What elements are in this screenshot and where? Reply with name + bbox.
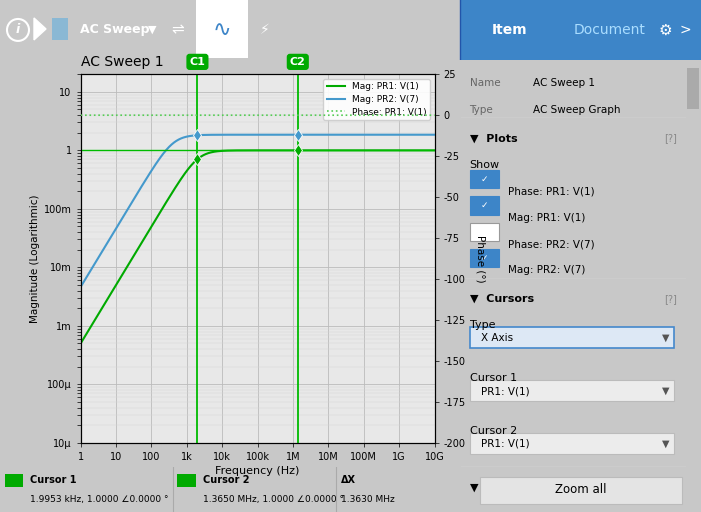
Text: ⇌: ⇌ (172, 23, 184, 37)
Y-axis label: Phase (°): Phase (°) (475, 234, 485, 283)
Text: Phase: PR1: V(1): Phase: PR1: V(1) (508, 186, 594, 196)
Text: ▼  Axes: ▼ Axes (470, 483, 516, 493)
Text: ✓: ✓ (480, 254, 488, 263)
Bar (460, 0, 701, 60)
Text: Mag: PR1: V(1): Mag: PR1: V(1) (508, 212, 585, 223)
Bar (687, 68, 700, 109)
Bar (470, 223, 499, 241)
Bar (5, 474, 23, 487)
Text: ΔX: ΔX (341, 475, 356, 484)
Text: Type: Type (470, 321, 495, 330)
Bar (470, 433, 674, 454)
Text: [?]: [?] (664, 483, 676, 493)
Text: Name: Name (470, 78, 501, 88)
Bar (470, 327, 674, 348)
Text: Document: Document (574, 23, 646, 37)
Text: Mag: PR2: V(7): Mag: PR2: V(7) (508, 265, 585, 275)
Text: ∿: ∿ (212, 20, 231, 40)
Text: >: > (679, 23, 690, 37)
Text: ✓: ✓ (480, 175, 488, 183)
Bar (177, 474, 196, 487)
Text: C1: C1 (189, 57, 205, 67)
Text: AC Sweep 1: AC Sweep 1 (81, 55, 163, 69)
Text: C2: C2 (290, 57, 306, 67)
X-axis label: Frequency (Hz): Frequency (Hz) (215, 466, 300, 476)
Text: ✓: ✓ (480, 201, 488, 210)
Bar (470, 170, 499, 188)
Text: [?]: [?] (664, 294, 676, 304)
Text: ⚡: ⚡ (260, 23, 270, 37)
Text: ▼: ▼ (662, 439, 670, 449)
Text: i: i (16, 24, 20, 36)
Text: ▼: ▼ (148, 25, 156, 35)
Text: AC Sweep: AC Sweep (80, 24, 150, 36)
Text: Item: Item (492, 23, 528, 37)
Text: Cursor 1: Cursor 1 (30, 475, 76, 484)
Polygon shape (34, 18, 46, 40)
Text: 1.9953 kHz, 1.0000 ∠0.0000 °: 1.9953 kHz, 1.0000 ∠0.0000 ° (30, 495, 168, 504)
Bar (479, 477, 682, 504)
Text: ⚙: ⚙ (658, 23, 672, 37)
Text: X Axis: X Axis (481, 333, 513, 343)
Text: PR1: V(1): PR1: V(1) (481, 439, 529, 449)
Text: Cursor 2: Cursor 2 (203, 475, 249, 484)
Bar (470, 380, 674, 401)
Text: Phase: PR2: V(7): Phase: PR2: V(7) (508, 239, 594, 249)
Text: Zoom all: Zoom all (555, 483, 606, 496)
Text: ▼: ▼ (662, 386, 670, 396)
Text: AC Sweep 1: AC Sweep 1 (533, 78, 594, 88)
Text: ▼: ▼ (662, 333, 670, 343)
Text: ▼  Plots: ▼ Plots (470, 133, 517, 143)
Bar (52, 18, 68, 40)
Bar (196, 0, 248, 58)
Text: [?]: [?] (664, 133, 676, 143)
Text: 1.3630 MHz: 1.3630 MHz (341, 495, 395, 504)
Text: Type: Type (470, 104, 494, 115)
Text: 1.3650 MHz, 1.0000 ∠0.0000 °: 1.3650 MHz, 1.0000 ∠0.0000 ° (203, 495, 343, 504)
Text: Show: Show (470, 160, 500, 169)
Text: Cursor 2: Cursor 2 (470, 426, 517, 436)
Bar (470, 249, 499, 267)
Text: PR1: V(1): PR1: V(1) (481, 386, 529, 396)
Text: AC Sweep Graph: AC Sweep Graph (533, 104, 620, 115)
Bar (470, 196, 499, 215)
Text: Cursor 1: Cursor 1 (470, 373, 517, 383)
Y-axis label: Magnitude (Logarithmic): Magnitude (Logarithmic) (29, 195, 39, 323)
Legend: Mag: PR1: V(1), Mag: PR2: V(7), Phase: PR1: V(1): Mag: PR1: V(1), Mag: PR2: V(7), Phase: P… (323, 79, 430, 120)
Text: ▼  Cursors: ▼ Cursors (470, 294, 533, 304)
